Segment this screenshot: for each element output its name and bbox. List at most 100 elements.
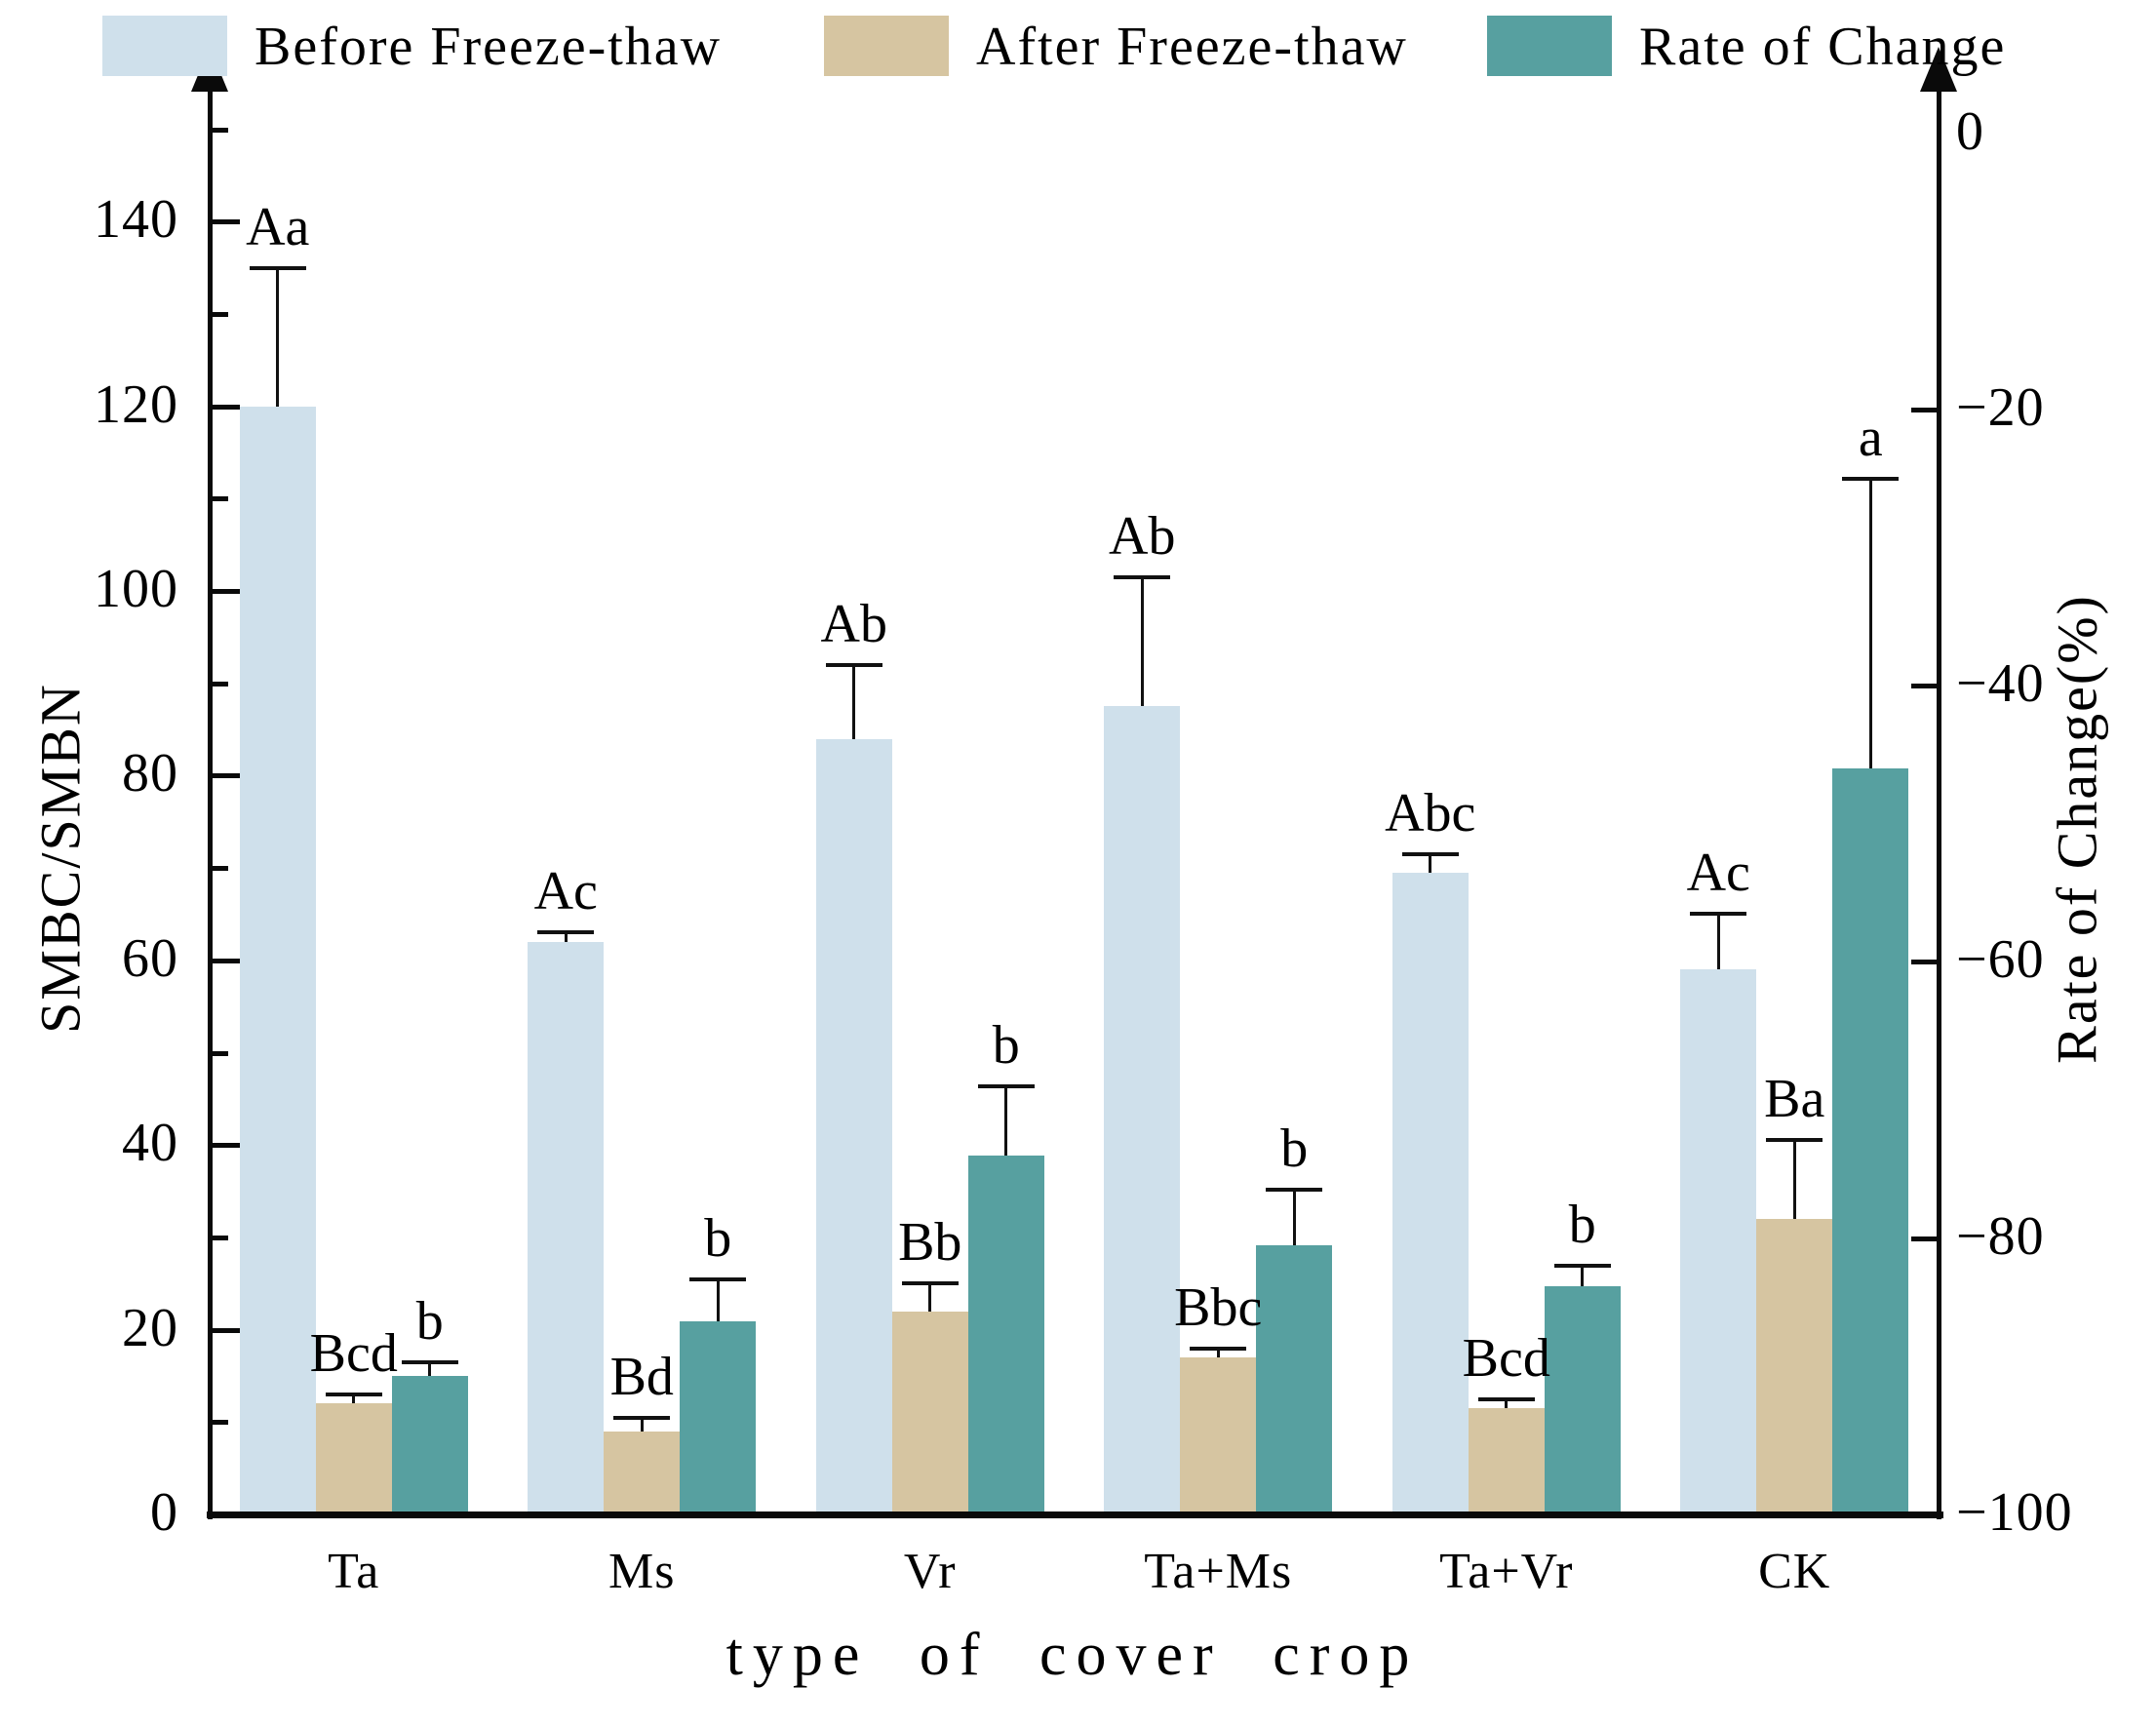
error-bar: [640, 1417, 644, 1432]
right-tick-label: −80: [1956, 1205, 2045, 1267]
error-bar: [716, 1279, 720, 1321]
error-bar-cap: [1766, 1138, 1823, 1143]
left-major-tick: [211, 589, 240, 594]
left-axis-title: SMBC/SMBN: [28, 683, 93, 1034]
significance-label: Ab: [1109, 505, 1176, 567]
significance-label: b: [1280, 1119, 1309, 1180]
legend-swatch-2: [824, 16, 949, 76]
error-bar: [1716, 914, 1720, 970]
right-major-tick: [1911, 684, 1940, 689]
left-y-axis-line: [208, 84, 213, 1519]
error-bar: [1004, 1085, 1008, 1156]
error-bar-cap: [689, 1277, 747, 1282]
bar-before-freeze-thaw-Vr: [815, 738, 892, 1514]
legend-swatch-1: [102, 16, 227, 76]
left-tick-label: 80: [122, 743, 178, 805]
bar-rate-of-change-Ta+Ms: [1256, 1244, 1333, 1514]
left-tick-label: 100: [94, 559, 178, 619]
right-tick-label: −20: [1956, 376, 2045, 438]
bar-rate-of-change-Ta+Vr: [1544, 1286, 1621, 1514]
bar-rate-of-change-Ms: [680, 1320, 757, 1514]
bar-before-freeze-thaw-Ms: [528, 941, 605, 1514]
significance-label: b: [415, 1291, 444, 1353]
x-category-label-ms: Ms: [608, 1544, 676, 1599]
significance-label: Bbc: [1174, 1276, 1263, 1338]
error-bar: [276, 267, 280, 407]
error-bar-cap: [401, 1360, 458, 1365]
error-bar: [1216, 1348, 1220, 1357]
error-bar-cap: [1190, 1346, 1247, 1351]
right-tick-label: −40: [1956, 653, 2045, 715]
significance-label: Ab: [820, 593, 887, 654]
left-minor-tick: [211, 496, 228, 502]
x-category-label-ck: CK: [1758, 1544, 1831, 1599]
error-bar: [428, 1362, 432, 1377]
significance-label: Abc: [1385, 782, 1476, 844]
legend-swatch-3: [1487, 16, 1612, 76]
left-minor-tick: [211, 681, 228, 687]
right-axis-title: Rate of Change(%): [2045, 594, 2109, 1064]
right-y-axis-line: [1937, 84, 1941, 1519]
left-major-tick: [211, 958, 240, 963]
x-category-label-ta-vr: Ta+Vr: [1439, 1544, 1574, 1599]
bar-after-freeze-thaw-Ms: [604, 1431, 681, 1514]
left-major-tick: [211, 404, 240, 410]
left-major-tick: [211, 219, 240, 225]
x-axis-line: [207, 1511, 1943, 1518]
significance-label: Ac: [533, 861, 598, 922]
significance-label: Ac: [1686, 843, 1750, 904]
error-bar-cap: [325, 1392, 382, 1396]
error-bar-cap: [1842, 476, 1900, 481]
significance-label: b: [992, 1014, 1020, 1076]
error-bar-cap: [977, 1083, 1035, 1088]
bar-before-freeze-thaw-Ta: [239, 406, 316, 1514]
error-bar-cap: [1266, 1188, 1323, 1193]
error-bar: [1292, 1190, 1296, 1245]
significance-label: Bd: [609, 1346, 674, 1407]
error-bar-cap: [1690, 912, 1747, 917]
bar-rate-of-change-CK: [1832, 768, 1909, 1514]
error-bar-cap: [1114, 574, 1171, 579]
error-bar-cap: [1553, 1264, 1611, 1269]
significance-label: b: [1568, 1195, 1596, 1256]
bar-after-freeze-thaw-Vr: [891, 1311, 968, 1514]
left-major-tick: [211, 1327, 240, 1333]
error-bar-cap: [901, 1281, 959, 1286]
error-bar-cap: [613, 1415, 671, 1420]
error-bar: [564, 932, 568, 942]
bar-rate-of-change-Vr: [967, 1155, 1044, 1514]
bar-before-freeze-thaw-Ta+Vr: [1392, 872, 1469, 1514]
error-bar: [1140, 576, 1144, 707]
right-major-tick: [1911, 960, 1940, 965]
bar-after-freeze-thaw-Ta+Ms: [1180, 1357, 1257, 1514]
x-axis-title: type of cover crop: [725, 1622, 1420, 1688]
right-tick-label: −60: [1956, 929, 2045, 991]
left-major-tick: [211, 773, 240, 779]
left-minor-tick: [211, 1050, 228, 1056]
error-bar: [1868, 478, 1872, 769]
error-bar-cap: [1401, 851, 1459, 856]
legend-label-1: Before Freeze-thaw: [255, 17, 723, 77]
left-minor-tick: [211, 1420, 228, 1426]
significance-label: b: [704, 1208, 732, 1270]
bar-rate-of-change-Ta: [391, 1376, 468, 1514]
right-axis-arrow-icon: [1920, 47, 1957, 92]
left-minor-tick: [211, 866, 228, 872]
bar-after-freeze-thaw-Ta+Vr: [1468, 1408, 1545, 1514]
bar-after-freeze-thaw-Ta: [315, 1403, 392, 1514]
bar-before-freeze-thaw-Ta+Ms: [1104, 706, 1181, 1514]
legend-label-3: Rate of Change: [1639, 17, 2007, 77]
error-bar-cap: [1477, 1396, 1535, 1401]
bar-after-freeze-thaw-CK: [1756, 1218, 1833, 1514]
left-tick-label: 60: [122, 927, 178, 989]
left-tick-label: 0: [150, 1482, 178, 1543]
bar-before-freeze-thaw-CK: [1680, 969, 1757, 1514]
significance-label: Bb: [898, 1212, 962, 1274]
significance-label: Ba: [1764, 1069, 1825, 1130]
error-bar-cap: [537, 930, 595, 935]
error-bar: [1429, 853, 1432, 873]
legend-label-2: After Freeze-thaw: [976, 17, 1408, 77]
x-category-label-ta-ms: Ta+Ms: [1144, 1544, 1293, 1599]
left-minor-tick: [211, 127, 228, 133]
